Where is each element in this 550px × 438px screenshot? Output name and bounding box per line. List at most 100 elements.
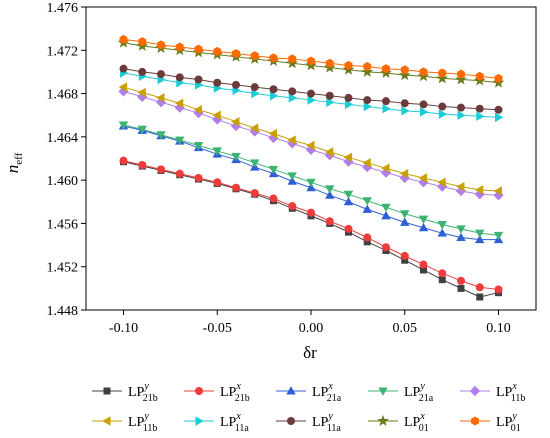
legend-item: LPy 21a <box>368 381 434 404</box>
data-point <box>232 80 241 89</box>
legend-label-sup: x <box>235 381 241 392</box>
data-point <box>213 46 222 56</box>
legend-item: LPy 11a <box>276 411 341 434</box>
data-point <box>344 93 353 102</box>
data-point <box>157 40 165 50</box>
data-point <box>119 34 128 45</box>
data-point <box>418 215 429 224</box>
data-point <box>307 95 316 105</box>
data-point <box>475 283 484 292</box>
y-tick-label: 1.468 <box>47 88 79 103</box>
data-point <box>268 165 279 175</box>
data-point <box>457 284 465 292</box>
data-point <box>137 87 146 98</box>
data-point <box>344 99 354 110</box>
plot-area <box>85 6 537 311</box>
data-point <box>362 158 371 168</box>
legend-label-base: LP <box>220 415 237 430</box>
data-point <box>306 89 315 98</box>
data-point <box>194 75 203 84</box>
data-point <box>250 51 259 61</box>
x-tick-label: 0.00 <box>299 321 324 336</box>
legend-item: LPx 11b <box>460 381 525 404</box>
legend-label-sup: x <box>235 411 241 422</box>
data-point <box>250 83 259 92</box>
data-point <box>400 99 409 108</box>
legend-label-sub: 11b <box>143 423 158 434</box>
data-point <box>306 178 316 188</box>
legend-label-sub: 21a <box>419 393 434 404</box>
data-point <box>418 222 429 232</box>
data-point <box>250 189 259 198</box>
data-point <box>363 233 372 242</box>
data-point <box>381 97 390 106</box>
data-point <box>174 98 184 109</box>
data-point <box>287 172 297 181</box>
data-point <box>288 202 297 211</box>
y-tick-label: 1.464 <box>47 131 79 146</box>
legend-marker <box>286 386 296 395</box>
data-point <box>362 204 372 213</box>
x-tick-label: 0.10 <box>486 321 511 336</box>
legend-label-base: LP <box>128 415 145 430</box>
data-point <box>118 82 127 92</box>
data-point <box>138 67 147 76</box>
data-point <box>455 73 467 85</box>
legend-label-sup: y <box>143 411 149 422</box>
data-point <box>493 231 504 241</box>
data-point <box>175 169 184 178</box>
data-point <box>419 107 429 117</box>
data-point <box>457 110 466 120</box>
data-point <box>138 160 147 169</box>
legend-item: LPx 01 <box>368 411 429 434</box>
legend-label-base: LP <box>496 385 513 400</box>
series-layer <box>117 34 505 301</box>
legend-label-base: LP <box>312 415 329 430</box>
legend-label-base: LP <box>496 415 513 430</box>
data-point <box>381 163 390 173</box>
data-point <box>343 196 354 206</box>
legend-label: LPy 11a <box>312 411 341 434</box>
data-point <box>456 181 465 192</box>
data-point <box>212 110 221 120</box>
data-point <box>419 100 428 109</box>
data-point <box>362 197 372 206</box>
data-point <box>419 67 428 77</box>
data-point <box>438 68 447 78</box>
data-point <box>438 102 447 111</box>
data-point <box>476 111 485 122</box>
data-point <box>194 44 203 54</box>
legend-marker <box>195 386 204 395</box>
legend-label-sup: x <box>511 381 517 392</box>
legend-label-sub: 01 <box>511 423 521 434</box>
x-tick-label: -0.10 <box>109 321 138 336</box>
legend-label: LPy 11b <box>128 411 157 434</box>
data-point <box>494 73 503 83</box>
legend-label: LPx 11a <box>220 411 249 434</box>
data-point <box>119 156 128 165</box>
y-tick-label: 1.460 <box>47 174 79 189</box>
legend-marker <box>378 387 388 396</box>
data-point <box>212 147 222 156</box>
legend-label-sub: 11b <box>511 393 526 404</box>
legend-label-sub: 21b <box>143 393 158 404</box>
data-point <box>401 106 410 116</box>
data-point <box>493 186 503 196</box>
legend-label-base: LP <box>404 385 421 400</box>
legend-marker <box>103 387 111 395</box>
data-point <box>269 85 278 94</box>
x-axis-title: δr <box>303 343 317 362</box>
legend-label-base: LP <box>312 385 329 400</box>
legend-marker <box>377 414 389 426</box>
data-point <box>475 104 484 113</box>
data-point <box>343 152 353 163</box>
data-point <box>363 61 372 72</box>
data-point <box>157 70 166 79</box>
data-point <box>494 112 504 123</box>
data-point <box>119 64 128 73</box>
legend-label-base: LP <box>220 385 237 400</box>
data-point <box>232 183 241 192</box>
data-point <box>475 234 485 244</box>
data-point <box>400 210 410 219</box>
